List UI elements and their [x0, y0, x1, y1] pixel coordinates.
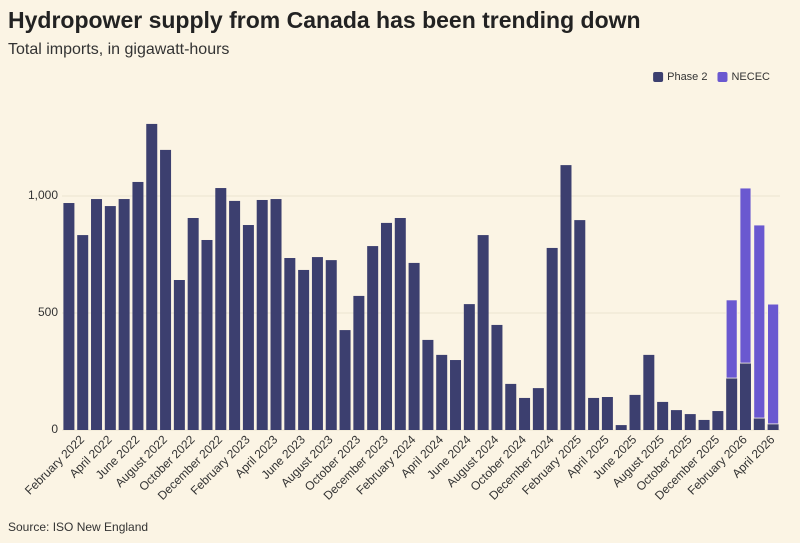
bar — [463, 304, 475, 430]
bar — [132, 181, 144, 430]
bar — [601, 397, 613, 430]
bar — [63, 203, 75, 430]
bar — [629, 394, 641, 430]
bar — [767, 423, 779, 430]
legend-swatch — [653, 72, 664, 82]
y-tick-label: 500 — [38, 305, 58, 319]
bar — [284, 258, 296, 430]
bar — [670, 410, 682, 430]
bar — [739, 187, 752, 364]
bar — [394, 217, 406, 430]
bar — [118, 199, 130, 430]
bar — [546, 247, 558, 430]
bar — [726, 378, 738, 430]
bar — [270, 199, 282, 430]
chart-subtitle: Total imports, in gigawatt-hours — [8, 41, 229, 58]
y-tick-label: 1,000 — [28, 188, 58, 202]
bar — [311, 257, 323, 430]
bar — [505, 383, 517, 430]
bar — [588, 397, 600, 430]
bar — [560, 165, 572, 430]
bar — [215, 188, 227, 430]
bar — [725, 299, 738, 379]
bar — [325, 260, 337, 430]
bar — [519, 397, 531, 430]
bar — [491, 324, 503, 430]
bar — [753, 224, 766, 419]
y-tick-label: 0 — [51, 422, 58, 436]
bar — [408, 262, 420, 430]
bar — [187, 217, 199, 430]
bar — [256, 199, 268, 430]
bar — [242, 225, 254, 430]
bar — [77, 235, 89, 430]
bar — [643, 354, 655, 430]
bar — [574, 220, 586, 430]
chart-title: Hydropower supply from Canada has been t… — [8, 7, 641, 33]
legend-swatch — [717, 72, 728, 82]
bar — [615, 425, 627, 430]
bar — [477, 235, 489, 430]
bar — [436, 354, 448, 430]
bar — [91, 199, 103, 430]
bar — [684, 414, 696, 430]
source: Source: ISO New England — [8, 520, 148, 534]
bar — [380, 222, 392, 430]
bar — [753, 418, 765, 430]
bar — [160, 149, 172, 431]
bar — [657, 401, 669, 430]
bar — [532, 388, 544, 430]
bar — [298, 269, 310, 430]
bar — [339, 330, 351, 430]
bar — [422, 339, 434, 430]
bar — [173, 280, 185, 430]
bar — [712, 411, 724, 430]
bar — [104, 206, 116, 430]
bar — [353, 295, 365, 430]
bar — [146, 123, 158, 430]
bar — [201, 239, 213, 430]
bar — [698, 419, 710, 430]
bar — [367, 246, 379, 430]
legend-label: Phase 2 — [667, 71, 707, 83]
bar — [450, 360, 462, 430]
bar — [767, 303, 779, 425]
bar — [229, 200, 241, 430]
bar — [739, 363, 751, 430]
legend-label: NECEC — [731, 71, 770, 83]
